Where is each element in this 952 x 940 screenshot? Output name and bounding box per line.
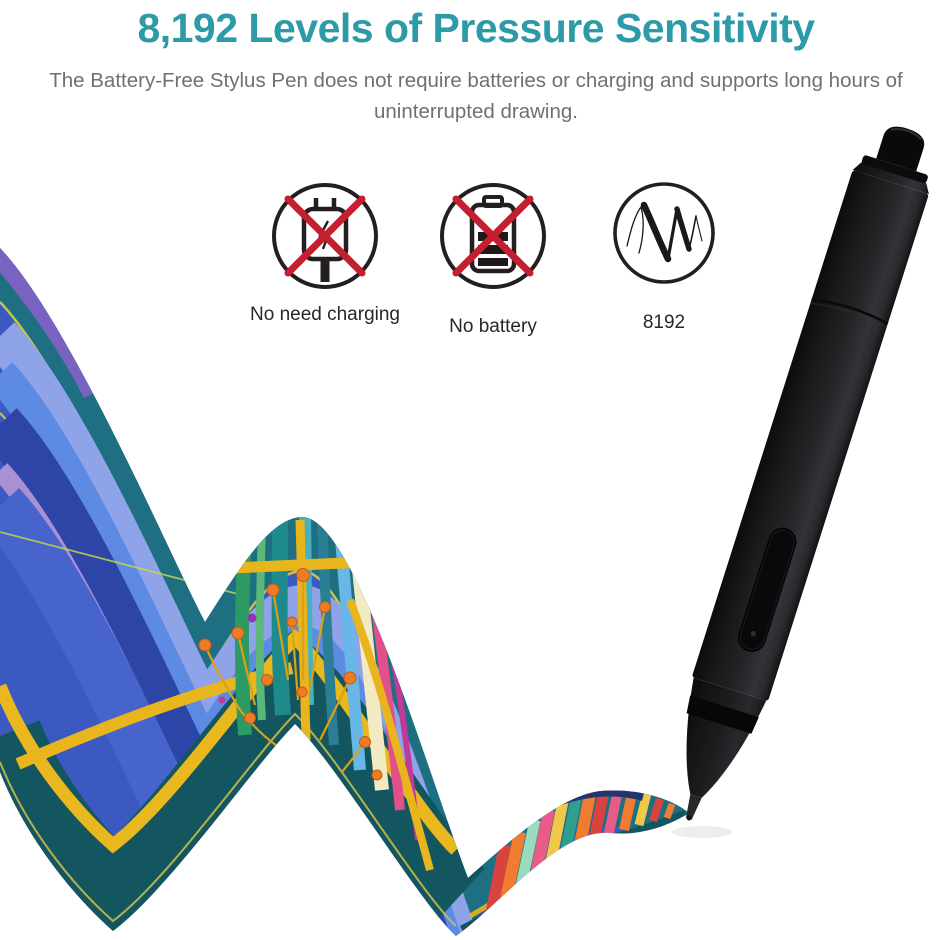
features-row: No need charging No battery: [0, 178, 952, 358]
feature-label: 8192: [642, 312, 686, 333]
stylus-pen: [685, 126, 929, 821]
wave-berries: [198, 568, 383, 781]
pen-cap: [861, 126, 928, 184]
pen-tip-groove-ring: [686, 695, 759, 734]
page-title: 8,192 Levels of Pressure Sensitivity: [137, 5, 815, 51]
feature-label: No need charging: [250, 304, 400, 325]
pen-barrel: [692, 162, 929, 701]
feature-pressure-8192: 8192: [579, 178, 749, 335]
feature-label: No battery: [449, 316, 537, 337]
feature-no-battery: No battery: [408, 178, 578, 339]
pen-side-button: [737, 527, 797, 652]
pen-nib: [685, 794, 702, 821]
prohibit-cross: [284, 195, 366, 277]
feature-no-charging: No need charging: [240, 178, 410, 327]
pen-tip-cone: [686, 677, 767, 798]
no-battery-icon: [440, 183, 546, 289]
page-subtitle: The Battery-Free Stylus Pen does not req…: [49, 69, 903, 124]
prohibit-cross: [452, 195, 534, 277]
pressure-scribble-glyph: [626, 201, 703, 263]
pen-shadow: [672, 826, 732, 838]
pressure-scribble-icon: [613, 182, 715, 284]
header: 8,192 Levels of Pressure Sensitivity The…: [0, 0, 952, 127]
wave-berry-branches: [198, 568, 383, 781]
pen-seam-line: [811, 298, 889, 325]
no-charging-icon: [272, 183, 378, 289]
pen-button-dot: [750, 631, 756, 637]
